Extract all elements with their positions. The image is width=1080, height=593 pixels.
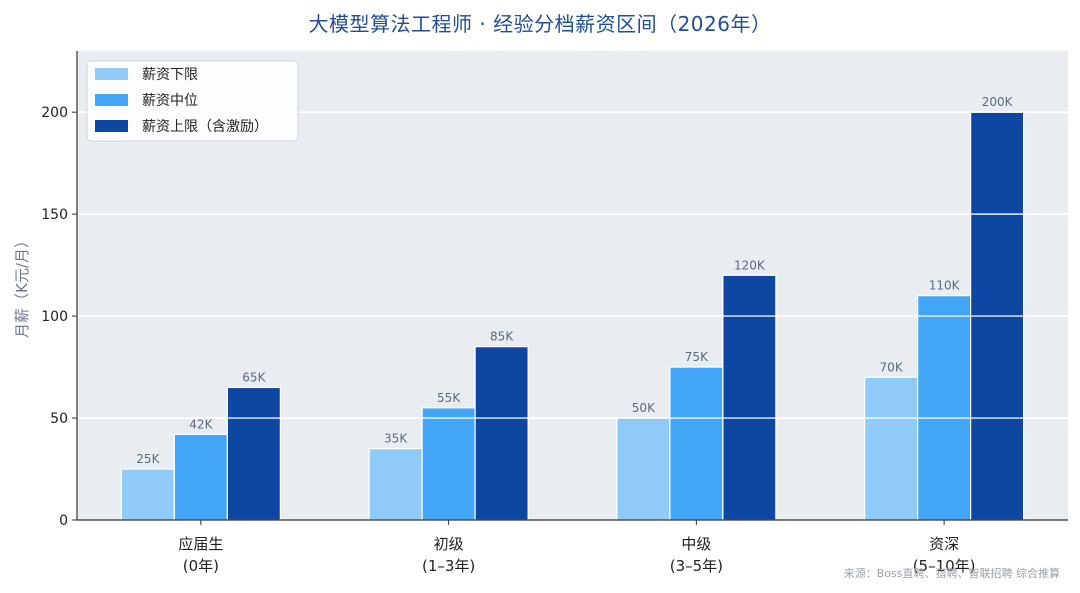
bar: [616, 417, 671, 521]
data-label: 55K: [437, 391, 461, 405]
x-tick-label: (0年): [183, 557, 219, 575]
legend-label: 薪资上限（含激励）: [142, 118, 268, 135]
bar: [917, 295, 972, 521]
x-tick-label: 资深: [929, 535, 959, 553]
legend-box: [86, 60, 299, 142]
y-tick-label: 200: [41, 105, 68, 121]
legend-swatch: [95, 120, 128, 132]
x-tick-label: 中级: [681, 535, 711, 553]
data-label: 200K: [982, 95, 1014, 109]
bar: [173, 433, 228, 521]
legend-label: 薪资中位: [142, 93, 198, 109]
y-axis-label: 月薪（K元/月）: [13, 233, 31, 338]
data-label: 50K: [632, 401, 656, 415]
data-label: 35K: [384, 432, 408, 446]
bar: [226, 386, 281, 521]
legend-swatch: [95, 94, 128, 106]
legend-label: 薪资下限: [142, 67, 198, 83]
y-tick-label: 50: [50, 411, 68, 427]
bar: [421, 407, 476, 521]
source-note: 来源：Boss直聘、猎聘、智联招聘 综合推算: [843, 567, 1060, 580]
legend-swatch: [95, 68, 128, 80]
x-tick-label: (3–5年): [670, 557, 723, 575]
y-tick-label: 100: [41, 309, 68, 325]
x-tick-label: (1–3年): [422, 557, 475, 575]
data-label: 85K: [490, 330, 514, 344]
x-tick-label: 初级: [434, 535, 464, 553]
data-label: 25K: [136, 452, 160, 466]
chart-title: 大模型算法工程师 · 经验分档薪资区间（2026年）: [308, 12, 772, 36]
bar: [474, 346, 529, 521]
bar: [864, 376, 919, 521]
bar: [722, 274, 777, 521]
x-tick-label: 应届生: [178, 535, 223, 553]
bar: [669, 366, 724, 521]
bar: [368, 448, 423, 521]
data-label: 110K: [929, 279, 961, 293]
y-tick-label: 150: [41, 207, 68, 223]
data-label: 65K: [242, 370, 266, 384]
data-label: 42K: [189, 417, 213, 431]
y-tick-label: 0: [59, 513, 68, 529]
bar: [120, 468, 175, 521]
data-label: 75K: [685, 350, 709, 364]
data-label: 120K: [734, 258, 766, 272]
x-tick-label: (5–10年): [913, 557, 976, 575]
data-label: 70K: [880, 360, 904, 374]
